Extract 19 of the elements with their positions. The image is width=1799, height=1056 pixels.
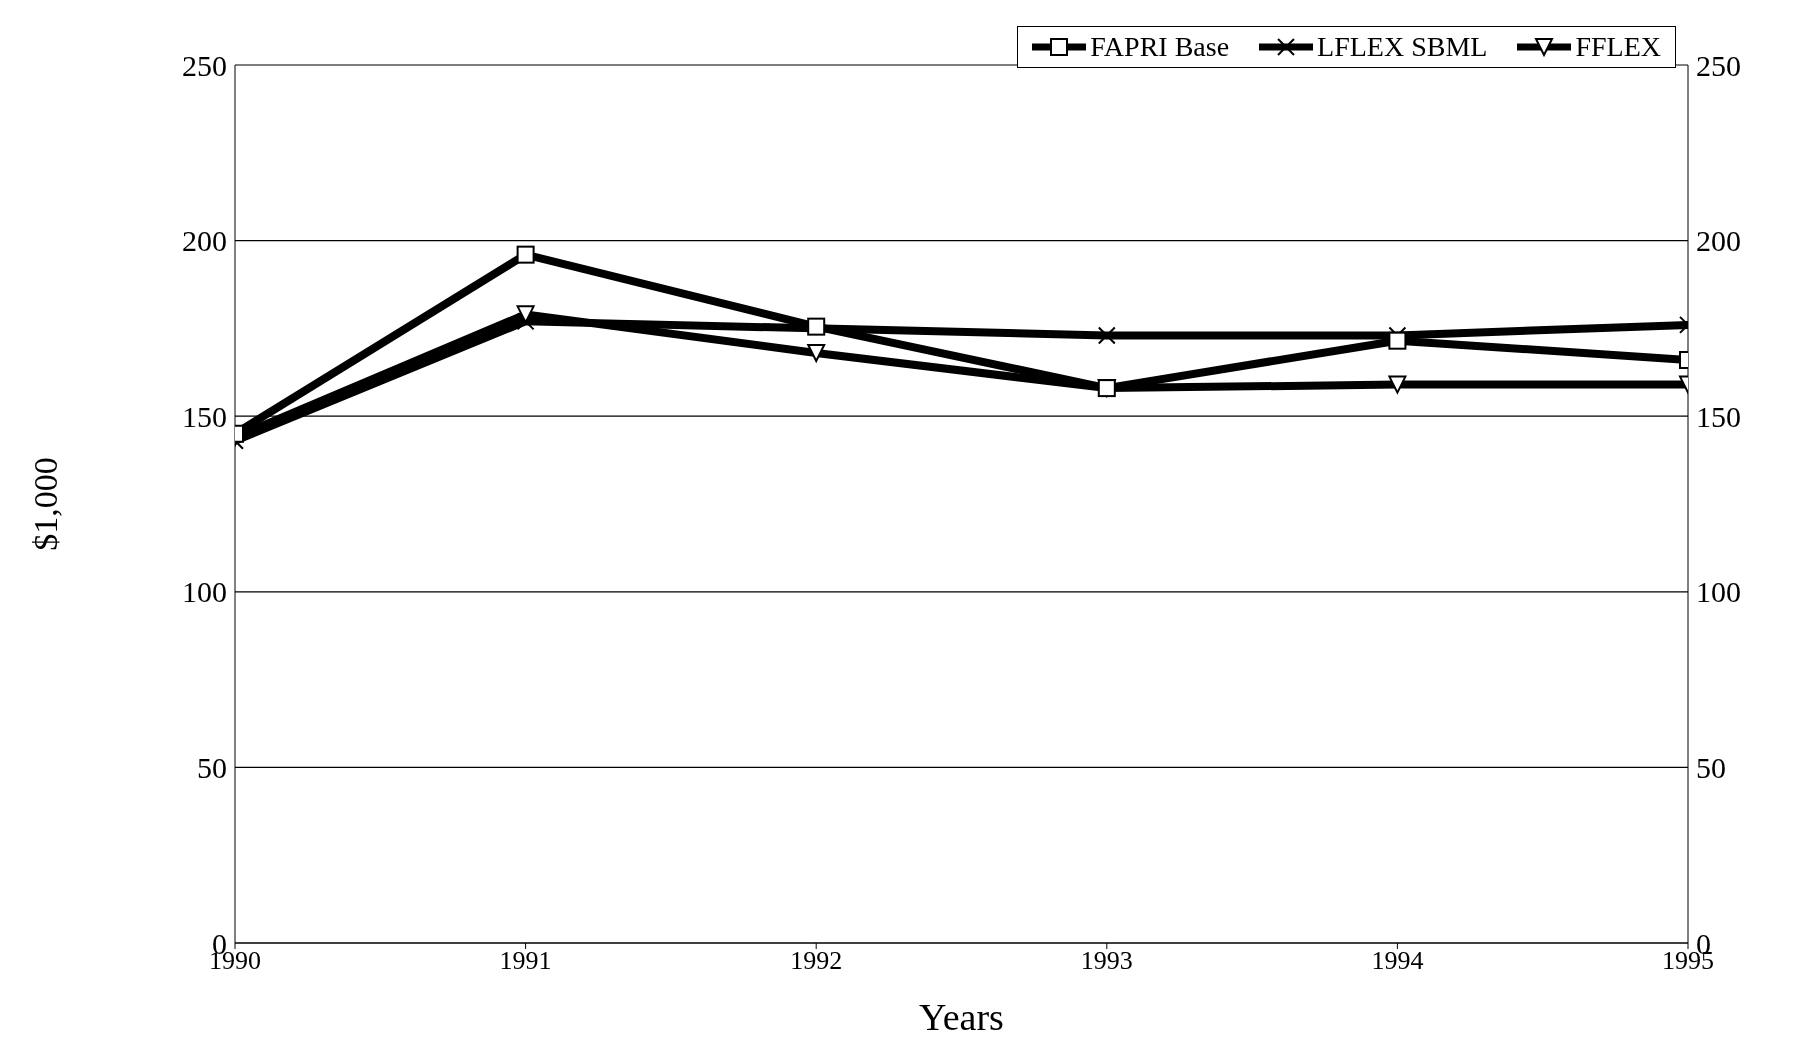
legend-label: LFLEX SBML <box>1317 31 1488 63</box>
y-tick-label: 100 <box>182 575 227 609</box>
y2-tick-label: 250 <box>1696 48 1741 82</box>
y2-tick-label: 150 <box>1696 399 1741 433</box>
y2-tick-label: 50 <box>1696 751 1726 785</box>
x-tick-label: 1992 <box>790 946 843 976</box>
x-tick-label: 1993 <box>1080 946 1133 976</box>
y-tick-label: 200 <box>182 224 227 258</box>
y-tick-label: 50 <box>197 751 227 785</box>
y2-tick-label: 200 <box>1696 224 1741 258</box>
y-axis-title: $1,000 <box>27 457 65 551</box>
legend-label: FFLEX <box>1575 31 1661 63</box>
legend-label: FAPRI Base <box>1090 31 1230 63</box>
x-tick-label: 1991 <box>499 946 552 976</box>
y-tick-label: 250 <box>182 48 227 82</box>
y-tick-label: 150 <box>182 399 227 433</box>
y2-tick-label: 100 <box>1696 575 1741 609</box>
x-axis-title: Years <box>919 995 1004 1038</box>
x-tick-label: 1994 <box>1371 946 1424 976</box>
